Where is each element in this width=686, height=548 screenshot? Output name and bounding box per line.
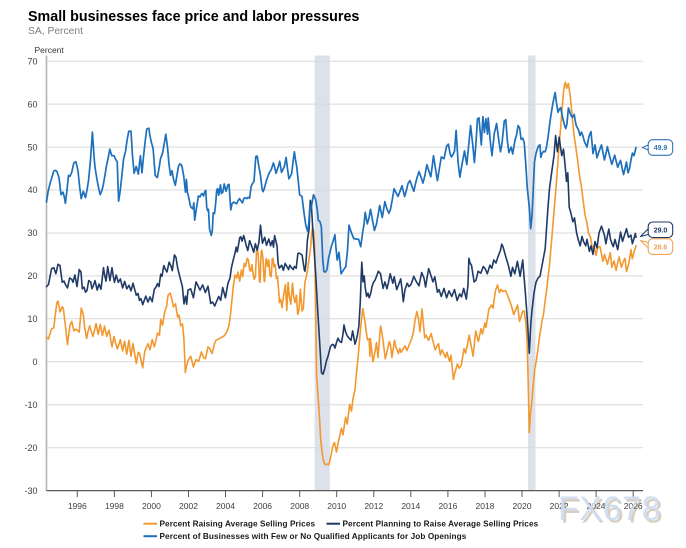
svg-text:2008: 2008 <box>290 501 309 511</box>
svg-text:2014: 2014 <box>401 501 420 511</box>
svg-text:49.9: 49.9 <box>654 145 668 152</box>
svg-text:28.6: 28.6 <box>654 244 668 251</box>
svg-text:20: 20 <box>27 271 37 281</box>
svg-text:2020: 2020 <box>513 501 532 511</box>
svg-text:Percent Planning to Raise Aver: Percent Planning to Raise Average Sellin… <box>343 520 539 529</box>
svg-text:Percent of Businesses with Few: Percent of Businesses with Few or No Qua… <box>160 532 467 541</box>
svg-text:-20: -20 <box>24 443 37 453</box>
svg-text:10: 10 <box>27 314 37 324</box>
svg-text:1998: 1998 <box>105 501 124 511</box>
svg-text:2016: 2016 <box>438 501 457 511</box>
svg-text:2026: 2026 <box>624 501 643 511</box>
svg-text:2004: 2004 <box>216 501 235 511</box>
svg-text:2022: 2022 <box>550 501 569 511</box>
svg-text:2010: 2010 <box>327 501 346 511</box>
svg-text:2006: 2006 <box>253 501 272 511</box>
svg-text:2000: 2000 <box>142 501 161 511</box>
svg-text:2012: 2012 <box>364 501 383 511</box>
svg-text:-10: -10 <box>24 400 37 410</box>
svg-text:30: 30 <box>27 228 37 238</box>
svg-text:Percent Raising Average Sellin: Percent Raising Average Selling Prices <box>160 520 316 529</box>
svg-text:FX678: FX678 <box>560 492 663 530</box>
svg-text:29.0: 29.0 <box>654 228 668 235</box>
svg-text:0: 0 <box>32 357 37 367</box>
svg-text:2002: 2002 <box>179 501 198 511</box>
svg-text:Small businesses face price an: Small businesses face price and labor pr… <box>28 9 359 25</box>
svg-text:2024: 2024 <box>587 501 606 511</box>
svg-text:40: 40 <box>27 185 37 195</box>
svg-text:Percent: Percent <box>35 45 65 55</box>
svg-text:SA, Percent: SA, Percent <box>28 26 83 37</box>
svg-text:50: 50 <box>27 142 37 152</box>
svg-text:70: 70 <box>27 56 37 66</box>
svg-text:1996: 1996 <box>68 501 87 511</box>
svg-text:2018: 2018 <box>476 501 495 511</box>
svg-text:60: 60 <box>27 99 37 109</box>
svg-text:-30: -30 <box>24 486 37 496</box>
svg-text:FX678: FX678 <box>558 490 661 528</box>
